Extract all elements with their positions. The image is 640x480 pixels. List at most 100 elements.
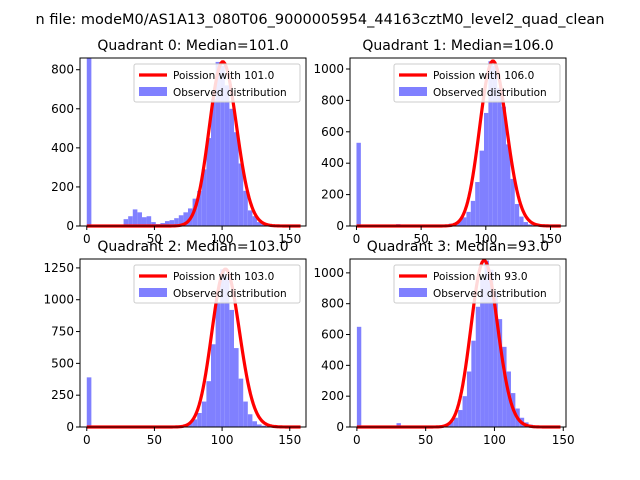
y-tick-label: 1000 xyxy=(313,266,344,280)
legend-fit-label: Poission with 101.0 xyxy=(173,70,274,82)
y-tick-label: 1250 xyxy=(43,261,74,275)
histogram-bar xyxy=(243,401,248,427)
histogram-bar xyxy=(187,422,193,427)
x-tick-label: 50 xyxy=(413,232,428,246)
histogram-bar xyxy=(197,413,202,427)
histogram-bars xyxy=(86,269,294,427)
legend-hist-swatch xyxy=(399,87,427,96)
histogram-bar xyxy=(220,269,225,427)
x-tick-label: 150 xyxy=(278,232,301,246)
axes-frame xyxy=(349,57,567,227)
chart-panel-3: 0 50 100 150 0 200 400 600 800 1000 Quadrant 3: Me… xyxy=(313,239,574,447)
histogram-bar xyxy=(484,260,489,427)
y-tick-label: 750 xyxy=(51,325,74,339)
histogram-bar xyxy=(527,224,533,226)
histogram-bar xyxy=(257,222,262,226)
histogram-bar xyxy=(224,85,230,226)
histogram-bar xyxy=(146,216,152,226)
histogram-bar xyxy=(488,269,494,427)
histogram-bar xyxy=(206,381,211,427)
histogram-bar xyxy=(497,319,503,427)
figure-suptitle: n file: modeM0/AS1A13_080T06_9000005954_… xyxy=(36,12,605,28)
histogram-bar xyxy=(247,414,253,427)
y-tick-label: 200 xyxy=(51,180,74,194)
y-tick-label: 0 xyxy=(336,420,344,434)
x-tick-label: 100 xyxy=(483,433,506,447)
histogram-bars xyxy=(356,61,555,226)
x-tick-label: 0 xyxy=(83,433,91,447)
histogram-bar xyxy=(169,220,175,226)
y-tick-label: 0 xyxy=(336,219,344,233)
y-tick-label: 800 xyxy=(321,93,344,107)
axes-frame xyxy=(349,258,567,428)
histogram-bar xyxy=(257,424,262,427)
x-tick-label: 0 xyxy=(353,433,361,447)
histogram-bar xyxy=(238,378,244,427)
histogram-bar xyxy=(514,204,520,226)
y-tick-label: 1000 xyxy=(43,293,74,307)
x-tick-label: 0 xyxy=(353,232,361,246)
chart-title: Quadrant 2: Median=103.0 xyxy=(97,239,288,255)
histogram-bar xyxy=(215,302,221,427)
histogram-bar xyxy=(519,216,524,226)
histogram-bar xyxy=(229,108,234,226)
chart-legend: Poission with 103.0 Observed distribution xyxy=(133,264,301,304)
histogram-bar xyxy=(471,340,476,427)
histogram-bar xyxy=(462,217,467,226)
histogram-bar xyxy=(234,132,239,226)
y-tick-label: 600 xyxy=(51,102,74,116)
histogram-bar xyxy=(462,396,467,427)
chart-title: Quadrant 3: Median=93.0 xyxy=(367,239,549,255)
histogram-bar xyxy=(453,417,459,427)
histogram-bar xyxy=(252,421,258,427)
y-tick-label: 600 xyxy=(321,328,344,342)
legend-hist-label: Observed distribution xyxy=(173,288,287,300)
y-tick-label: 800 xyxy=(51,63,74,77)
histogram-bar xyxy=(252,216,258,226)
x-tick-label: 150 xyxy=(539,232,562,246)
histogram-bar xyxy=(458,410,463,427)
legend-fit-label: Poission with 93.0 xyxy=(433,271,528,283)
y-tick-label: 200 xyxy=(321,188,344,202)
histogram-bar xyxy=(497,87,502,226)
histogram-bar xyxy=(480,279,485,427)
y-tick-label: 1000 xyxy=(313,62,344,76)
histogram-bar xyxy=(502,346,507,427)
histogram-bar xyxy=(141,217,147,226)
histogram-bar xyxy=(505,144,511,226)
histogram-bar xyxy=(197,190,202,226)
histogram-bar xyxy=(470,200,476,226)
x-tick-label: 50 xyxy=(147,232,162,246)
x-tick-label: 100 xyxy=(211,232,234,246)
histogram-bar xyxy=(484,112,489,226)
histogram-bar xyxy=(224,276,230,427)
histogram-bar xyxy=(86,58,92,226)
x-tick-label: 150 xyxy=(552,433,575,447)
histogram-bar xyxy=(466,211,471,226)
histogram-bar xyxy=(356,142,361,226)
histogram-bar xyxy=(523,222,528,226)
histogram-bar xyxy=(192,419,198,427)
x-tick-label: 100 xyxy=(211,433,234,447)
legend-fit-label: Poission with 106.0 xyxy=(433,70,534,82)
histogram-bar xyxy=(211,99,216,226)
y-tick-label: 500 xyxy=(51,356,74,370)
chart-panel-2: 0 50 100 150 0 250 500 750 1000 1250 Quadrant 2: M… xyxy=(43,239,307,447)
histogram-bar xyxy=(356,326,362,427)
chart-panel-0: 0 50 100 150 0 200 400 600 800 Quadrant 0: Median… xyxy=(51,38,307,246)
chart-legend: Poission with 101.0 Observed distribution xyxy=(133,63,301,103)
histogram-bar xyxy=(243,190,248,226)
legend-frame xyxy=(393,63,561,103)
legend-hist-swatch xyxy=(139,288,167,297)
histogram-bar xyxy=(206,138,211,226)
histogram-bar xyxy=(211,344,216,427)
histogram-bar xyxy=(457,220,463,226)
histogram-bar xyxy=(229,309,234,427)
legend-hist-label: Observed distribution xyxy=(173,87,287,99)
legend-frame xyxy=(133,264,301,304)
histogram-bar xyxy=(201,401,207,427)
histogram-bar xyxy=(466,371,472,427)
histogram-bar xyxy=(449,421,454,427)
x-tick-label: 50 xyxy=(147,433,162,447)
